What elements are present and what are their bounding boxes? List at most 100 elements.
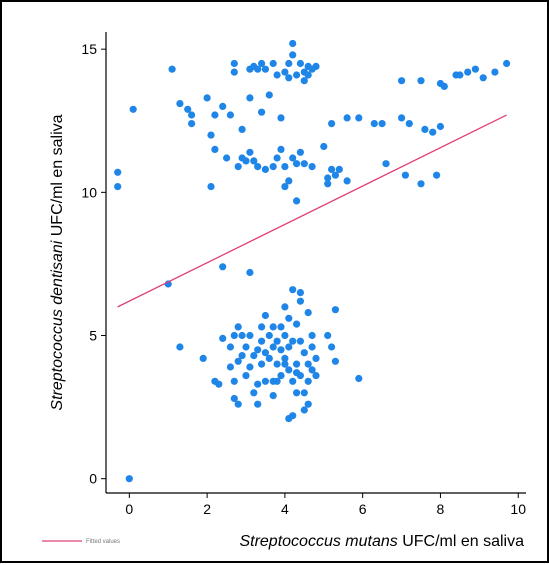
data-point — [308, 343, 316, 351]
data-point — [308, 331, 316, 340]
data-point — [343, 114, 351, 122]
data-point — [398, 77, 406, 85]
data-point — [230, 377, 238, 385]
data-point — [300, 406, 308, 414]
data-point — [188, 120, 196, 128]
data-point — [223, 154, 231, 162]
data-point — [312, 372, 320, 380]
data-point — [331, 306, 339, 314]
data-point — [440, 82, 448, 90]
data-point — [250, 157, 258, 165]
data-point — [226, 363, 234, 371]
data-point — [254, 400, 262, 408]
x-axis-title: Streptococcus mutans UFC/ml en saliva — [239, 533, 524, 550]
data-point — [269, 163, 277, 171]
data-point — [296, 372, 304, 380]
data-point — [421, 125, 429, 133]
data-point — [114, 168, 122, 176]
data-point — [234, 357, 242, 365]
data-point — [207, 183, 215, 191]
data-point — [293, 389, 301, 397]
data-point — [258, 59, 266, 68]
data-point — [331, 357, 339, 365]
data-point — [250, 389, 258, 397]
data-point — [479, 74, 487, 82]
data-point — [261, 165, 269, 173]
data-point — [254, 163, 262, 171]
data-point — [464, 68, 472, 76]
data-point — [335, 165, 343, 173]
data-point — [226, 111, 234, 119]
data-point — [417, 180, 425, 188]
data-point — [219, 334, 227, 342]
data-point — [491, 68, 499, 76]
data-point — [289, 337, 297, 345]
data-point — [471, 65, 479, 73]
fitted-line-layer — [117, 114, 507, 308]
x-tick-label: 8 — [437, 501, 445, 517]
data-point — [312, 62, 320, 70]
fitted-line — [117, 114, 507, 308]
axes: 0 5 10 15 0 2 4 6 8 10 — [81, 32, 526, 517]
legend-label: Fitted values — [86, 539, 120, 545]
data-point — [269, 59, 277, 68]
data-point — [129, 105, 137, 113]
data-point — [273, 154, 281, 162]
data-point — [281, 163, 289, 171]
data-point — [285, 74, 293, 82]
data-point — [269, 392, 277, 400]
scatter-points — [114, 39, 511, 483]
plot-area — [106, 32, 526, 493]
data-point — [296, 148, 304, 156]
data-point — [296, 337, 304, 345]
y-axis-title-species: Streptococcus dentisani — [49, 240, 66, 410]
data-point — [285, 343, 293, 351]
data-point — [293, 71, 301, 79]
data-point — [242, 343, 250, 351]
x-axis-title-unit: UFC/ml en saliva — [398, 533, 524, 550]
data-point — [308, 366, 316, 374]
data-point — [293, 197, 301, 205]
data-point — [230, 331, 238, 340]
data-point — [168, 65, 176, 73]
data-point — [258, 108, 266, 116]
data-point — [203, 94, 211, 102]
data-point — [304, 400, 312, 408]
data-point — [234, 163, 242, 171]
data-point — [242, 157, 250, 165]
data-point — [114, 183, 122, 191]
data-point — [277, 372, 285, 380]
data-point — [289, 51, 297, 59]
data-point — [226, 343, 234, 351]
data-point — [382, 160, 390, 168]
data-point — [215, 380, 223, 388]
data-point — [296, 297, 304, 305]
data-point — [304, 377, 312, 385]
legend: Fitted values — [42, 539, 120, 545]
data-point — [285, 366, 293, 374]
data-point — [188, 111, 196, 119]
data-point — [285, 314, 293, 322]
data-point — [289, 286, 297, 294]
data-point — [281, 183, 289, 191]
data-point — [293, 360, 301, 368]
x-tick-label: 6 — [359, 501, 367, 517]
data-point — [273, 360, 281, 368]
data-point — [199, 354, 207, 362]
data-point — [261, 65, 269, 73]
data-point — [261, 377, 269, 385]
data-point — [289, 154, 297, 162]
data-point — [328, 343, 336, 351]
y-axis-title-unit: UFC/ml en saliva — [49, 114, 66, 240]
data-point — [293, 160, 301, 168]
data-point — [211, 145, 219, 153]
data-point — [343, 177, 351, 185]
data-point — [176, 100, 184, 108]
x-tick-label: 0 — [125, 501, 133, 517]
data-point — [238, 352, 246, 360]
data-point — [219, 263, 227, 271]
data-point — [246, 363, 254, 371]
x-tick-label: 10 — [510, 501, 526, 517]
data-point — [234, 323, 242, 331]
